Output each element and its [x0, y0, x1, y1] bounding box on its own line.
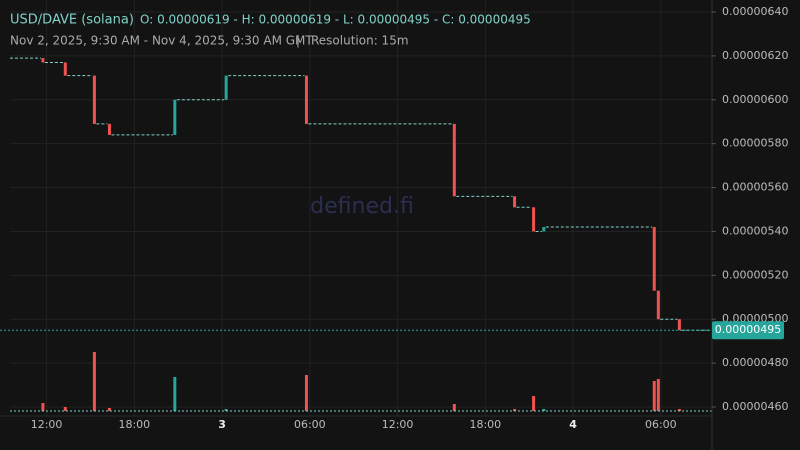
volume-bar: [92, 352, 96, 411]
y-tick-label: 0.00000600: [722, 93, 788, 106]
chart-title: USD/DAVE (solana): [10, 13, 134, 28]
volume-bar: [224, 409, 228, 411]
volume-bar: [452, 404, 456, 411]
y-tick-label: 0.00000580: [722, 137, 788, 150]
candle-body: [652, 227, 656, 291]
volume-bar: [513, 409, 517, 411]
volume-bar: [41, 403, 45, 411]
x-tick-label: 06:00: [645, 418, 677, 431]
candle-body: [677, 319, 681, 331]
candle-body: [304, 75, 308, 124]
y-tick-label: 0.00000520: [722, 268, 788, 281]
volume-bar: [63, 407, 67, 411]
candle-body: [41, 58, 45, 63]
ohlc-summary: O: 0.00000619 - H: 0.00000619 - L: 0.000…: [140, 13, 531, 27]
volume-bar: [677, 409, 681, 411]
x-tick-label: 4: [569, 418, 577, 431]
y-tick-label: 0.00000620: [722, 49, 788, 62]
candle-body: [542, 227, 546, 232]
candle-body: [107, 123, 111, 135]
volume-bar: [652, 381, 656, 411]
plot: [0, 57, 712, 412]
x-tick-label: 06:00: [294, 418, 326, 431]
x-tick-label: 18:00: [118, 418, 150, 431]
y-tick-label: 0.00000540: [722, 224, 788, 237]
separator: |: [296, 34, 300, 48]
watermark: defined.fi: [310, 194, 414, 219]
y-tick-label: 0.00000480: [722, 356, 788, 369]
volume-bar: [532, 396, 536, 411]
resolution: Resolution: 15m: [311, 34, 409, 48]
x-tick-label: 12:00: [382, 418, 414, 431]
last-price-box: [712, 321, 784, 340]
volume-bar: [107, 408, 111, 411]
y-tick-label: 0.00000460: [722, 400, 788, 413]
y-tick-label: 0.00000560: [722, 181, 788, 194]
candle-body: [656, 290, 660, 320]
grid: [10, 0, 712, 416]
candle-body: [513, 196, 517, 208]
candle-body: [92, 75, 96, 124]
candle-body: [173, 99, 177, 135]
candle-body: [63, 62, 67, 76]
volume-bar: [656, 379, 660, 411]
volume-bar: [542, 409, 546, 411]
subtitle: Nov 2, 2025, 9:30 AM - Nov 4, 2025, 9:30…: [10, 34, 313, 48]
candle-body: [532, 207, 536, 232]
x-tick-label: 3: [218, 418, 226, 431]
candle-body: [224, 75, 228, 100]
candle-body: [452, 123, 456, 197]
volume-bar: [304, 375, 308, 411]
x-tick-label: 18:00: [469, 418, 501, 431]
x-tick-label: 12:00: [31, 418, 63, 431]
volume-bar: [173, 377, 177, 411]
last-price-label: 0.00000495: [715, 323, 781, 336]
y-tick-label: 0.00000640: [722, 5, 788, 18]
